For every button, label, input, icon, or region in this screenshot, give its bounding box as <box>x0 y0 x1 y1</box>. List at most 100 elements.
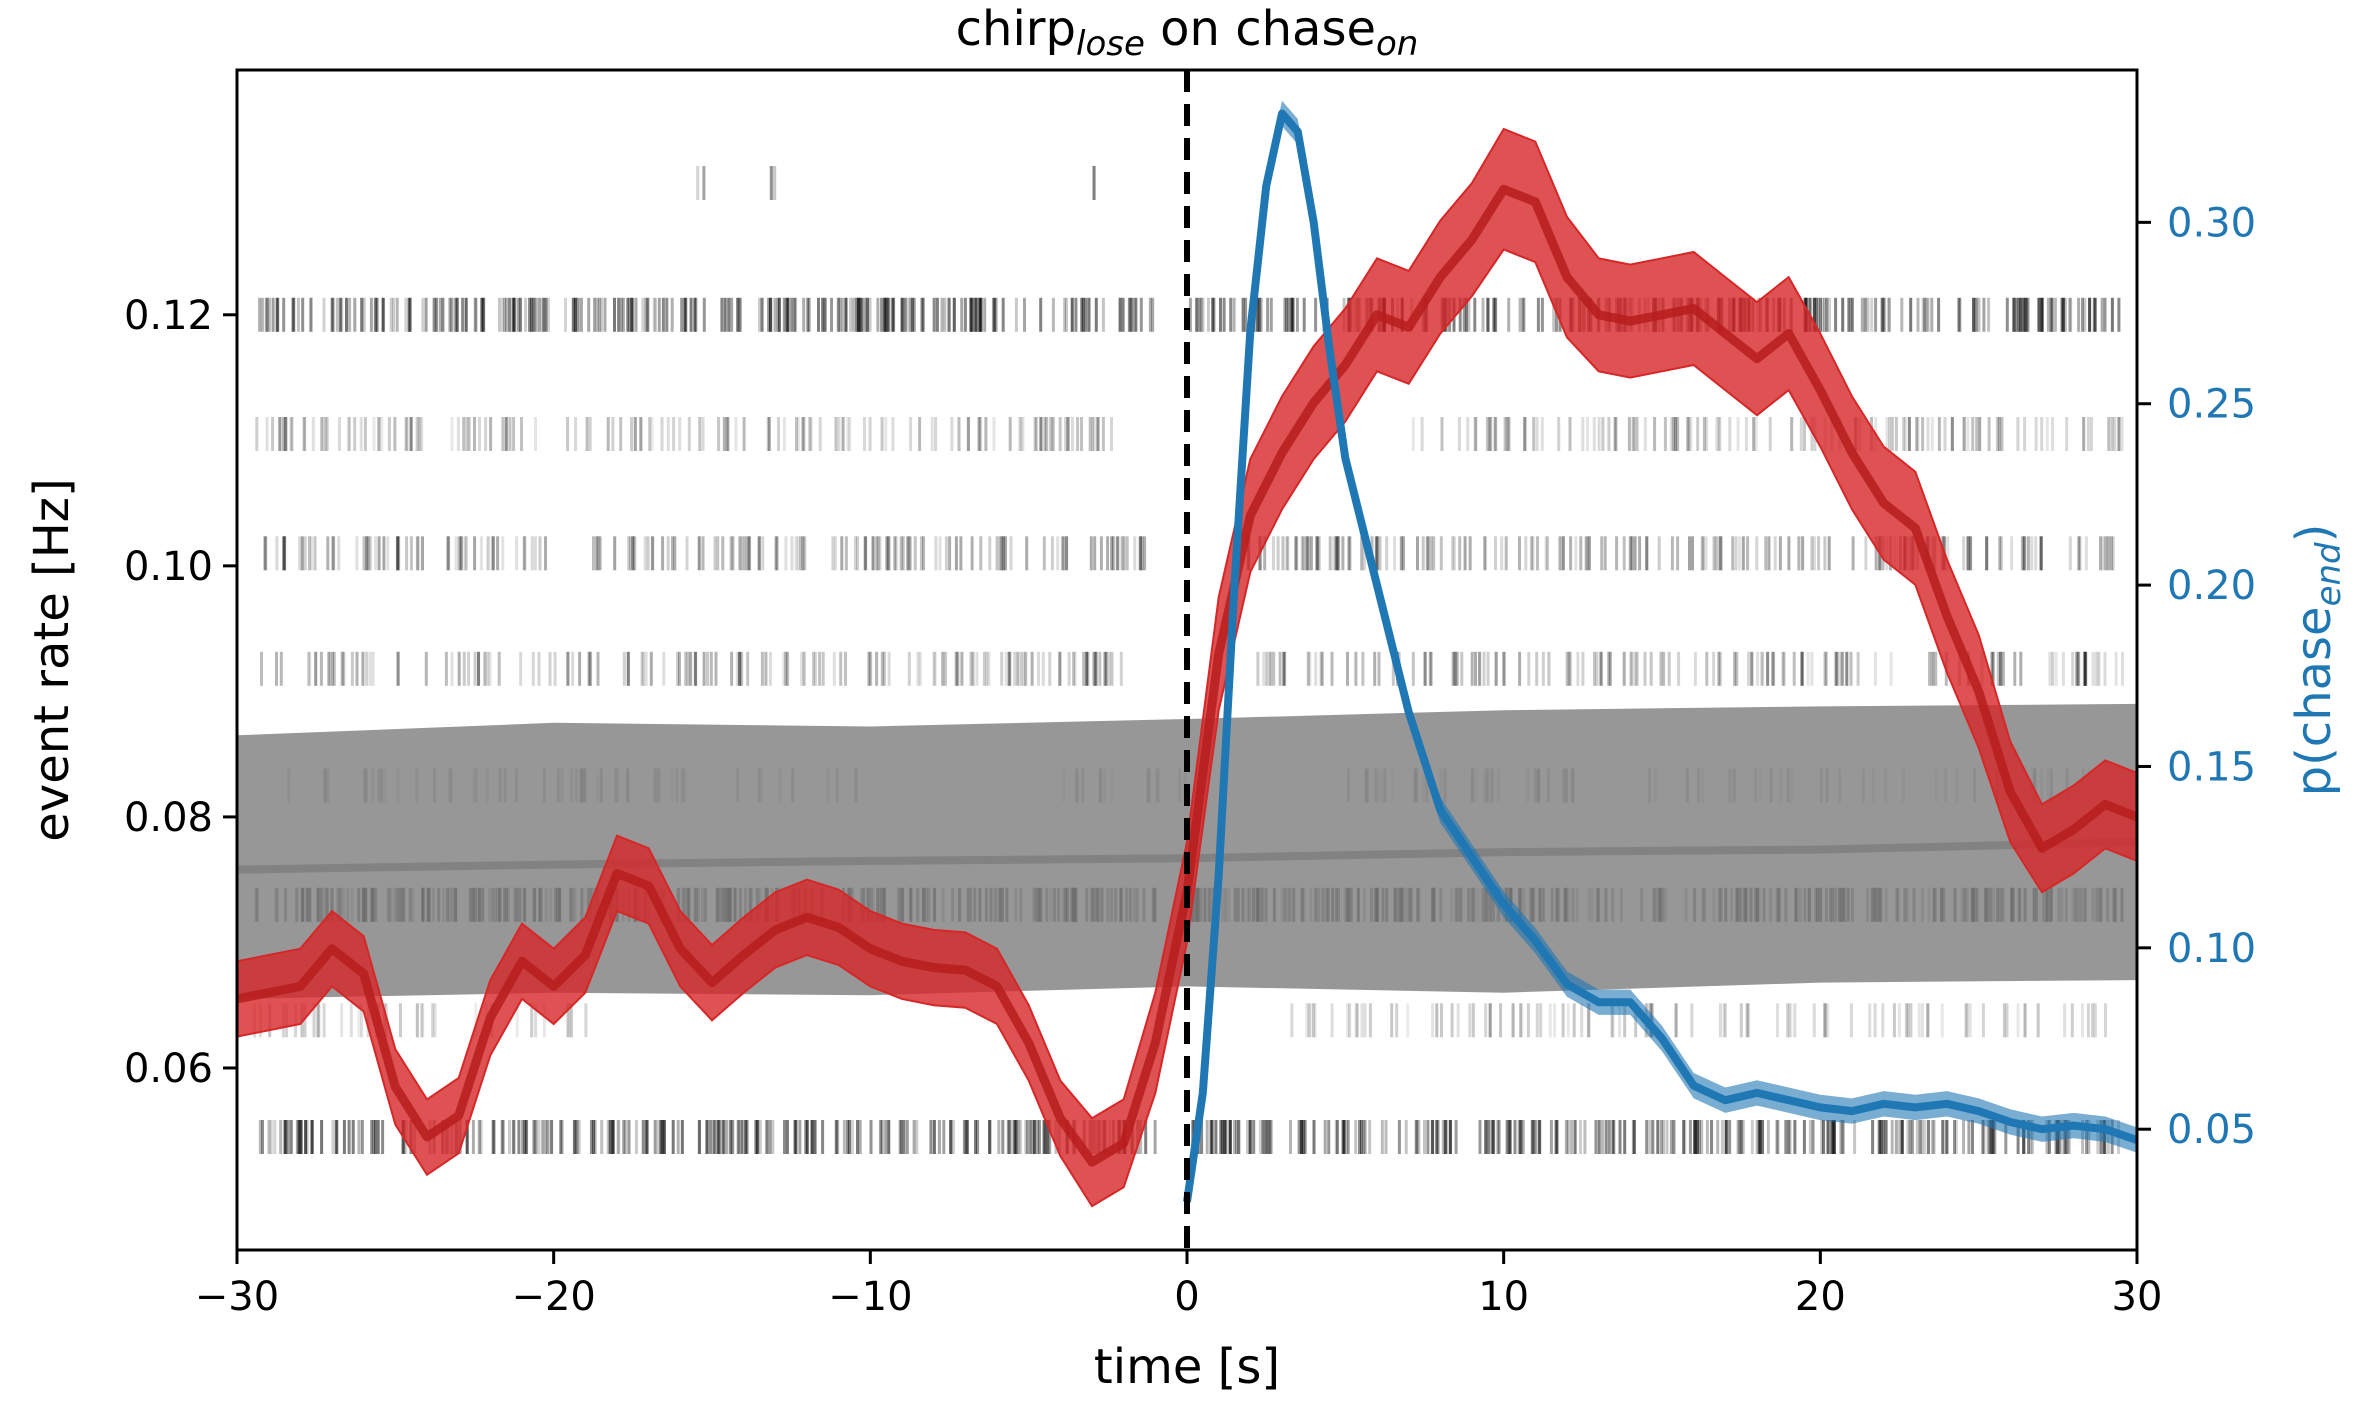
raster-tick <box>653 1120 657 1154</box>
raster-tick <box>2005 297 2009 332</box>
raster-tick <box>2084 651 2088 686</box>
raster-tick <box>1557 417 1561 451</box>
raster-tick <box>1346 651 1349 686</box>
raster-tick <box>1677 651 1681 686</box>
raster-tick <box>1972 297 1975 332</box>
raster-tick <box>396 651 400 686</box>
raster-tick <box>311 417 315 451</box>
raster-tick <box>349 1003 353 1038</box>
raster-tick <box>275 297 279 332</box>
raster-tick <box>1957 297 1961 332</box>
raster-tick <box>611 1120 615 1154</box>
raster-tick <box>335 297 339 332</box>
raster-tick <box>907 651 911 686</box>
raster-tick <box>492 1120 496 1154</box>
raster-tick <box>1523 417 1526 451</box>
raster-tick <box>1283 651 1287 686</box>
raster-tick <box>1840 651 1844 686</box>
raster-tick <box>930 417 934 451</box>
raster-tick <box>393 417 397 451</box>
raster-tick <box>2086 417 2090 451</box>
raster-tick <box>1443 1120 1447 1154</box>
raster-tick <box>1841 651 1845 686</box>
raster-tick <box>1029 1120 1033 1154</box>
raster-tick <box>1739 1120 1743 1154</box>
raster-tick <box>1022 651 1026 686</box>
raster-tick <box>863 536 867 571</box>
raster-tick <box>670 297 674 332</box>
raster-tick <box>705 1120 709 1154</box>
raster-tick <box>866 297 869 332</box>
raster-tick <box>659 1120 663 1154</box>
raster-tick <box>1397 1120 1401 1154</box>
raster-tick <box>2022 536 2026 571</box>
raster-tick <box>880 297 884 332</box>
raster-tick <box>687 417 691 451</box>
raster-tick <box>316 1003 320 1038</box>
raster-tick <box>1266 297 1270 332</box>
raster-tick <box>1363 1003 1367 1038</box>
raster-tick <box>683 297 687 332</box>
raster-tick <box>310 1120 314 1154</box>
x-tick-label: 30 <box>2112 1274 2163 1320</box>
raster-tick <box>795 417 798 451</box>
raster-tick <box>1153 1120 1157 1154</box>
raster-tick <box>960 651 964 686</box>
raster-tick <box>979 297 983 332</box>
raster-tick <box>606 417 610 451</box>
raster-tick <box>902 1120 906 1154</box>
raster-tick <box>283 417 287 451</box>
raster-tick <box>571 651 575 686</box>
raster-tick <box>1368 1003 1372 1038</box>
raster-tick <box>1566 1003 1570 1038</box>
raster-tick <box>525 1120 529 1154</box>
raster-tick <box>1024 651 1028 686</box>
raster-tick <box>1756 1120 1760 1154</box>
raster-tick <box>1894 417 1898 451</box>
raster-tick <box>1025 1120 1029 1154</box>
raster-tick <box>404 417 407 451</box>
raster-tick <box>395 536 399 571</box>
raster-tick <box>1871 1120 1875 1154</box>
raster-tick <box>1693 1120 1697 1154</box>
raster-tick <box>853 536 857 571</box>
raster-tick <box>269 1120 273 1154</box>
raster-tick <box>1033 1120 1036 1154</box>
raster-tick <box>1873 1003 1877 1038</box>
raster-tick <box>421 1003 425 1038</box>
raster-tick <box>1076 417 1080 451</box>
raster-tick <box>465 1120 469 1154</box>
raster-tick <box>1018 1120 1022 1154</box>
raster-tick <box>641 651 645 686</box>
raster-tick <box>1758 1120 1762 1154</box>
raster-tick <box>1070 297 1074 332</box>
raster-tick <box>1046 1120 1050 1154</box>
raster-tick <box>794 1120 798 1154</box>
raster-tick <box>1431 1120 1434 1154</box>
raster-tick <box>1095 417 1099 451</box>
raster-tick <box>342 651 346 686</box>
raster-tick <box>1973 297 1977 332</box>
raster-tick <box>515 536 519 571</box>
raster-tick <box>330 297 334 332</box>
raster-tick <box>381 297 385 332</box>
raster-tick <box>834 417 838 451</box>
raster-tick <box>878 536 882 571</box>
raster-tick <box>837 417 841 451</box>
raster-tick <box>324 417 328 451</box>
raster-tick <box>1285 536 1289 571</box>
raster-tick <box>723 417 726 451</box>
raster-tick <box>2068 536 2072 571</box>
raster-tick <box>1788 1003 1792 1038</box>
raster-tick <box>571 297 575 332</box>
raster-tick <box>922 536 925 571</box>
raster-tick <box>2023 1003 2027 1038</box>
raster-tick <box>548 651 552 686</box>
raster-tick <box>775 536 779 571</box>
raster-tick <box>2051 417 2054 451</box>
raster-tick <box>404 297 408 332</box>
raster-tick <box>999 536 1003 571</box>
raster-tick <box>1007 1120 1011 1154</box>
raster-tick <box>1032 1120 1036 1154</box>
raster-tick <box>486 651 490 686</box>
